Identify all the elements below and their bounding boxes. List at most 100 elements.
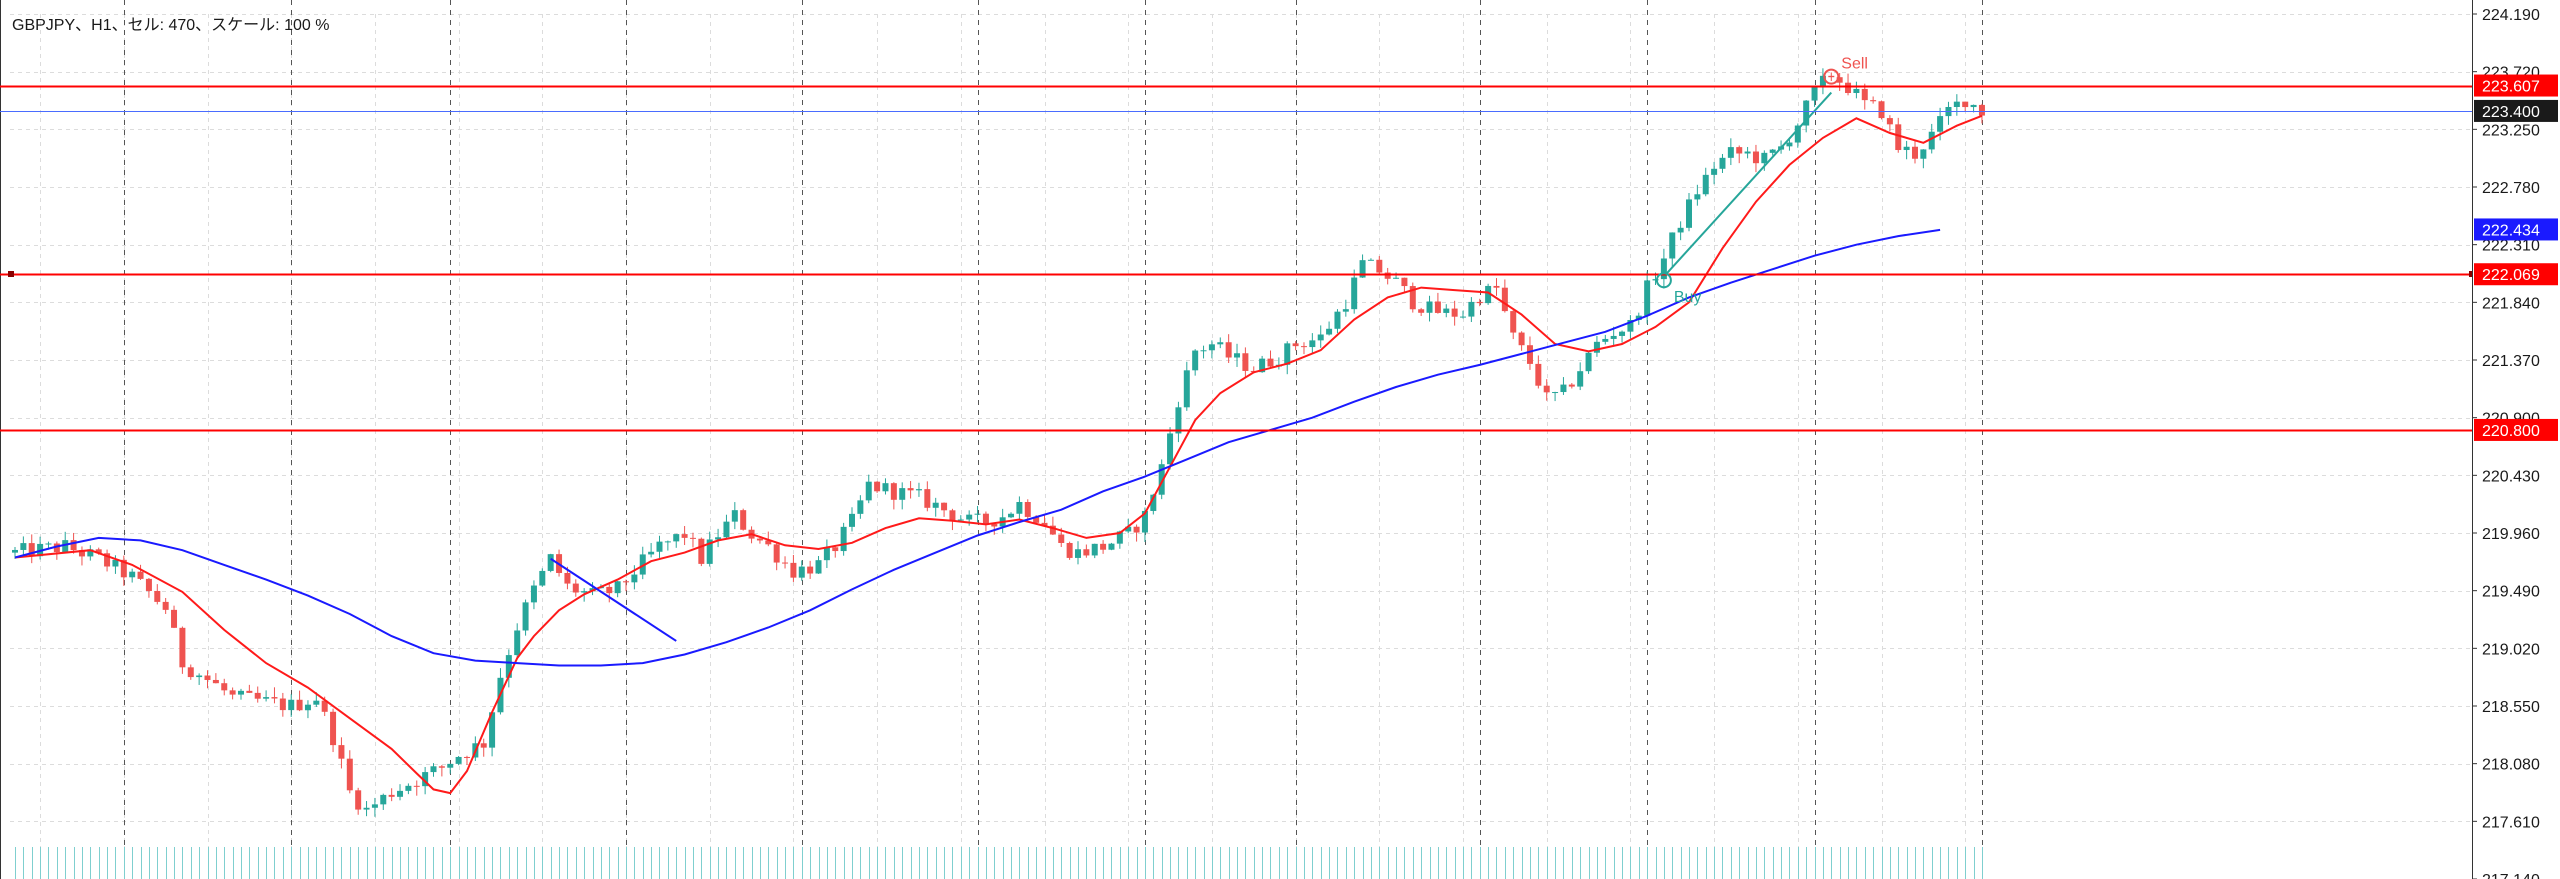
- candle-body: [28, 543, 35, 557]
- candle-body: [1167, 433, 1174, 465]
- candle-body: [1158, 464, 1165, 495]
- candle-body: [1259, 358, 1266, 373]
- candle-body: [1593, 341, 1600, 353]
- candle-body: [380, 794, 387, 805]
- candle-body: [1292, 343, 1299, 347]
- candle-body: [1669, 232, 1676, 259]
- candle-body: [706, 539, 713, 564]
- candle-body: [1485, 285, 1492, 304]
- price-tick-label: 221.840: [2482, 295, 2540, 312]
- candle-body: [1552, 392, 1559, 394]
- chart-title: GBPJPY、H1、セル: 470、スケール: 100 %: [12, 16, 329, 34]
- candle-body: [1426, 301, 1433, 313]
- price-tick-label: 223.250: [2482, 122, 2540, 139]
- candle-body: [62, 540, 69, 553]
- candle-body: [1962, 101, 1969, 108]
- candle-body: [237, 690, 244, 695]
- candle-body: [171, 609, 178, 628]
- sell-marker-icon[interactable]: [1823, 68, 1840, 85]
- candle-body: [363, 807, 370, 810]
- candle-body: [1828, 75, 1835, 78]
- price-tag-label: 220.800: [2482, 423, 2540, 440]
- candle-body: [790, 562, 797, 578]
- price-tick-label: 218.080: [2482, 757, 2540, 774]
- price-tag-label: 223.607: [2482, 79, 2540, 96]
- candle-body: [12, 549, 18, 553]
- candle-body: [1702, 174, 1709, 195]
- price-tick-label: 217.610: [2482, 814, 2540, 831]
- price-tick-label: 219.490: [2482, 584, 2540, 601]
- candle-body: [966, 514, 973, 520]
- candle-body: [849, 513, 855, 527]
- candle-body: [1141, 510, 1148, 533]
- candle-body: [882, 483, 889, 492]
- candle-body: [991, 524, 998, 527]
- buy-marker-icon[interactable]: [1655, 272, 1672, 289]
- candle-body: [698, 538, 705, 564]
- candle-body: [296, 699, 303, 711]
- candle-body: [1326, 328, 1333, 335]
- price-tag-label: 222.069: [2482, 267, 2540, 284]
- candle-body: [1074, 549, 1081, 558]
- candle-body: [1367, 259, 1374, 261]
- candle-body: [1351, 277, 1358, 310]
- candle-body: [288, 699, 295, 711]
- candle-body: [145, 578, 152, 591]
- candle-body: [656, 541, 663, 552]
- candle-body: [606, 586, 613, 594]
- candle-body: [1401, 277, 1408, 287]
- candle-body: [1577, 371, 1584, 387]
- candle-body: [664, 541, 671, 543]
- trendline[interactable]: [1663, 91, 1833, 278]
- candle-body: [1108, 543, 1115, 550]
- candle-body: [179, 627, 186, 668]
- candle-body: [782, 562, 789, 564]
- candle-body: [1903, 146, 1910, 151]
- candle-body: [1727, 147, 1734, 158]
- candle-body: [1083, 549, 1090, 556]
- trendline[interactable]: [550, 557, 677, 642]
- candle-body: [455, 756, 462, 764]
- candle-body: [1008, 513, 1015, 518]
- candle-body: [1677, 227, 1684, 233]
- candle-body: [95, 549, 102, 554]
- candle-body: [681, 534, 688, 538]
- price-tag-red: [2474, 418, 2558, 441]
- candle-body: [1560, 384, 1567, 393]
- candle-body: [731, 510, 738, 522]
- candle-body: [1242, 353, 1249, 371]
- candle-body: [857, 500, 864, 514]
- candle-body: [1033, 516, 1040, 523]
- price-tag-blue: [2474, 218, 2558, 241]
- candle-body: [890, 483, 897, 500]
- candle-body: [447, 763, 454, 768]
- candle-body: [1359, 260, 1366, 278]
- candle-body: [1234, 353, 1241, 358]
- candle-body: [1644, 280, 1651, 316]
- candle-body: [1091, 543, 1098, 556]
- candle-body: [1769, 149, 1776, 153]
- candle-body: [1434, 301, 1441, 313]
- candle-body: [874, 481, 881, 492]
- candle-body: [765, 540, 772, 545]
- candle-body: [740, 510, 747, 530]
- candle-body: [715, 537, 722, 540]
- candle-body: [723, 521, 730, 538]
- candle-body: [1510, 311, 1517, 333]
- candle-body: [154, 590, 161, 602]
- candle-body: [1183, 370, 1190, 408]
- candle-body: [514, 630, 521, 656]
- candle-body: [572, 583, 579, 593]
- candle-body: [924, 489, 931, 508]
- candle-body: [1334, 311, 1341, 329]
- candle-body: [1535, 363, 1542, 386]
- price-tag-red: [2474, 263, 2558, 286]
- candle-body: [1200, 350, 1207, 352]
- candle-body: [915, 489, 922, 491]
- candle-body: [815, 560, 822, 574]
- level-handle-left[interactable]: [8, 271, 14, 277]
- candle-body: [304, 704, 311, 711]
- candle-body: [1451, 308, 1458, 317]
